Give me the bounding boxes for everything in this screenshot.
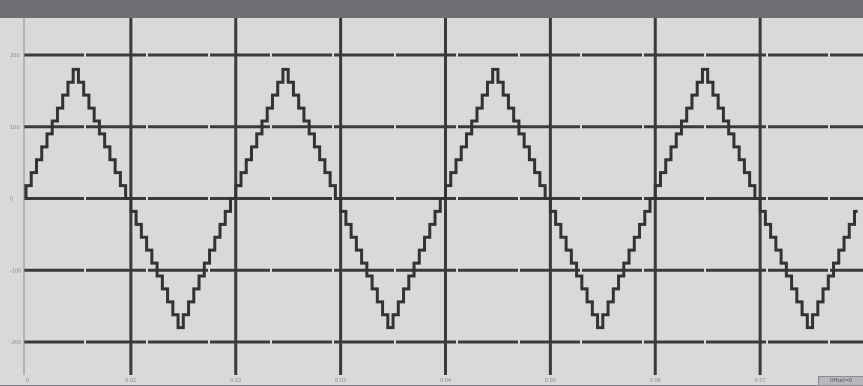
y-tick-label: 0 — [10, 197, 13, 203]
grid-layer — [23, 18, 863, 375]
plot-area — [0, 18, 863, 385]
y-tick-label: 200 — [10, 53, 20, 59]
y-tick-label: -200 — [10, 340, 21, 346]
y-tick-label: 100 — [10, 125, 20, 131]
x-tick-label: 0.04 — [440, 378, 451, 384]
x-tick-label: 0 — [26, 378, 29, 384]
waveform-trace — [24, 67, 858, 330]
x-tick-label: 0.02 — [230, 378, 241, 384]
y-tick-label: -100 — [10, 268, 21, 274]
x-tick-label: 0.06 — [650, 378, 661, 384]
x-tick-label: 0.05 — [545, 378, 556, 384]
x-tick-label: 0.03 — [335, 378, 346, 384]
x-tick-label: 0.01 — [125, 378, 136, 384]
x-tick-label: 0.07 — [755, 378, 766, 384]
tick-label-layer: -200 -100 0 100 200 0 0.01 0.02 0.03 0.04 0.05 0.06… — [10, 53, 858, 384]
scope-title-bar — [0, 0, 863, 18]
